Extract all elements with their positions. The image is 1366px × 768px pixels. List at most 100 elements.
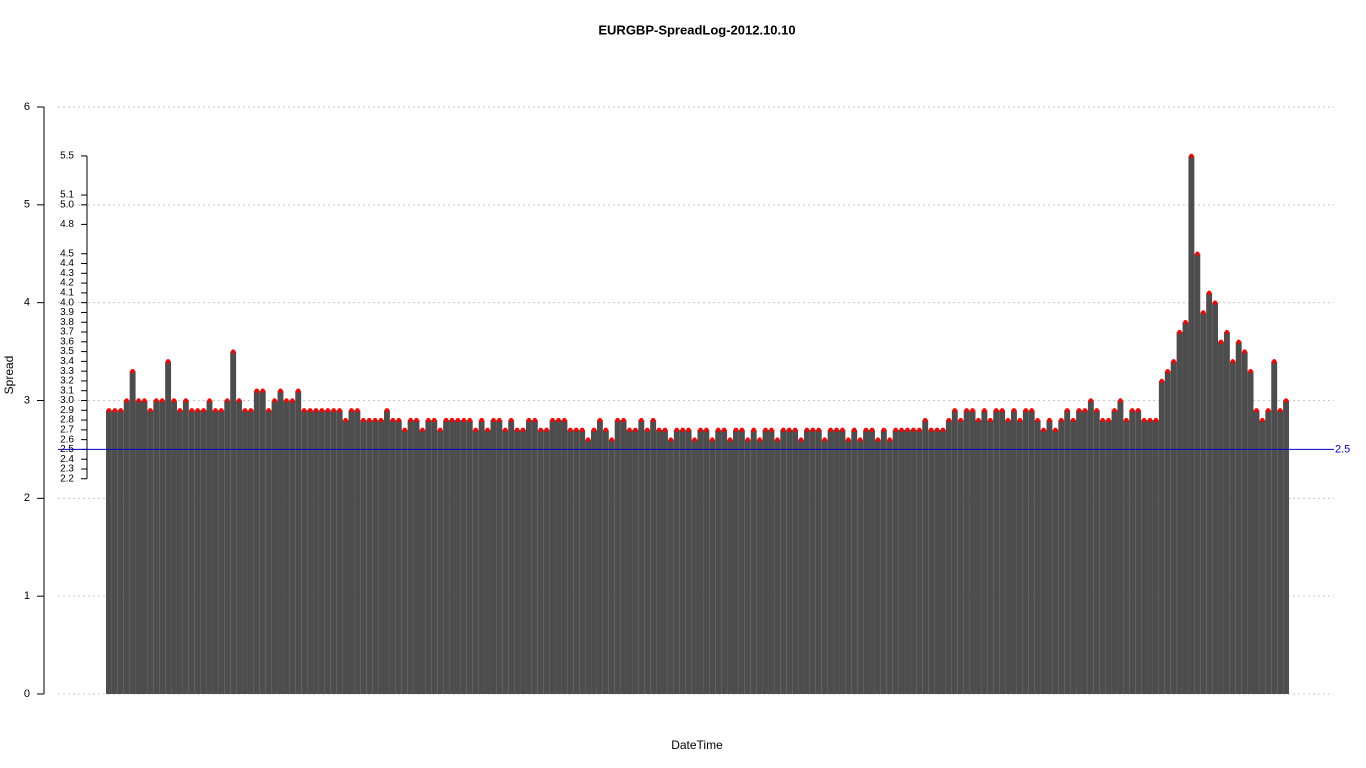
y2-tick-label: 3.9 [60,307,74,318]
y2-tick-label: 3.3 [60,366,74,377]
point [503,427,508,433]
point [875,437,881,442]
point [1118,398,1123,403]
point [798,437,804,442]
point [716,427,721,433]
point [260,388,265,393]
y2-tick-label: 2.8 [60,415,74,426]
point [130,368,135,374]
point [887,437,892,442]
point [290,398,295,403]
point [236,398,242,403]
point [520,427,526,433]
point [1183,320,1188,325]
y-tick-label: 3 [24,394,30,406]
point [662,427,668,433]
point [603,427,609,433]
point [769,427,774,433]
point [307,408,313,413]
point [154,398,159,403]
point [426,417,431,423]
point [325,408,331,413]
point [804,427,810,433]
point [408,417,413,423]
point [201,408,206,413]
point [763,427,768,433]
point [485,427,490,433]
point [171,398,177,403]
point [266,408,271,413]
point [1047,417,1052,423]
point [1236,339,1241,344]
point [278,388,283,393]
point [1094,408,1099,413]
point [319,408,325,413]
point [964,408,969,413]
point [852,427,857,433]
point [562,417,567,423]
point [828,427,833,433]
point [1230,359,1236,364]
point [207,398,212,403]
point [621,417,626,423]
point [461,417,467,423]
point [1088,398,1094,403]
point [597,417,603,423]
point [680,427,685,433]
point [934,427,940,433]
point [881,427,887,433]
y-tick-label: 1 [24,590,30,602]
point [355,408,360,413]
point [656,427,662,433]
point [1218,339,1224,344]
point [1260,417,1265,423]
point [952,408,958,413]
point [189,408,194,413]
point [1212,300,1218,305]
point [574,427,579,433]
point [1254,408,1259,413]
point [639,417,644,423]
point [159,398,165,403]
point [118,408,123,413]
point [142,398,147,403]
point [1029,408,1034,413]
point [733,427,739,433]
point [958,417,963,423]
point [923,417,928,423]
point [378,417,384,423]
y-tick-label: 5 [24,199,30,211]
y2-tick-label: 2.3 [60,464,74,475]
point [112,408,118,413]
point [372,417,378,423]
point [739,427,745,433]
point [650,417,656,423]
point [1248,368,1253,374]
point [615,417,620,423]
point [183,398,189,403]
point [301,408,307,413]
point [106,408,112,413]
point [331,408,336,413]
point [165,359,171,364]
point [532,417,538,423]
point [544,427,549,433]
y2-tick-label: 2.6 [60,434,74,445]
y2-tick-label: 5.0 [60,199,74,210]
point [1201,310,1206,315]
point [1272,359,1277,364]
point [970,408,975,413]
point [1195,251,1200,256]
point [863,427,869,433]
point [1242,349,1247,354]
point [1076,408,1082,413]
point [148,408,153,413]
point [136,398,141,403]
point [1106,417,1111,423]
point [384,408,390,413]
point [1011,408,1017,413]
y2-tick-label: 4.3 [60,268,74,279]
y2-tick-label: 3.0 [60,395,74,406]
y2-tick-label: 5.5 [60,151,74,162]
point [857,437,863,442]
